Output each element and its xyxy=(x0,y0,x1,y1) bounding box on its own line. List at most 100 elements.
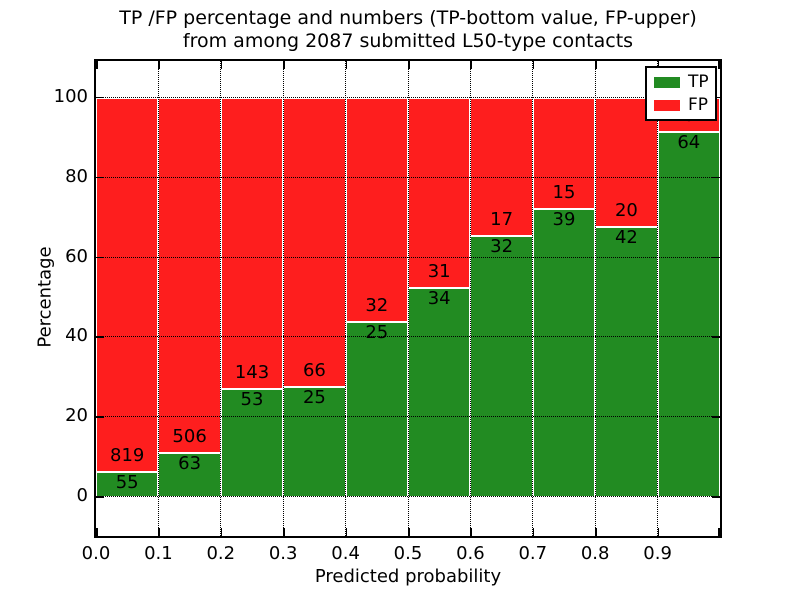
gridline-x-0.2 xyxy=(220,61,222,536)
y-tick-left-80 xyxy=(96,176,104,179)
y-tick-right-40 xyxy=(712,336,720,338)
gridline-x-0.5 xyxy=(407,61,409,536)
gridline-y-100 xyxy=(96,96,720,98)
x-tick-label-0.6: 0.6 xyxy=(456,543,485,564)
fp-count-label-3: 66 xyxy=(302,360,326,382)
x-tick-top-6 xyxy=(470,61,472,69)
gridline-y-60 xyxy=(96,256,720,258)
bar-segment-fp-2 xyxy=(221,96,283,389)
legend-label-fp: FP xyxy=(688,95,709,115)
y-tick-label-20: 20 xyxy=(65,405,88,427)
x-tick-label-0.1: 0.1 xyxy=(144,543,173,564)
bar-segment-fp-5 xyxy=(409,96,470,288)
tp-count-label-8: 42 xyxy=(614,226,638,248)
x-tick-top-9 xyxy=(657,61,660,69)
legend-entry-tp: TP xyxy=(654,72,709,92)
gridline-x-0.6 xyxy=(469,61,471,536)
fp-count-label-2: 143 xyxy=(234,362,270,384)
bar-segment-fp-3 xyxy=(284,96,345,387)
bar-segment-fp-6 xyxy=(471,96,532,236)
tp-count-label-2: 53 xyxy=(240,389,264,411)
x-tick-label-0.2: 0.2 xyxy=(206,543,236,564)
x-tick-bottom-7 xyxy=(532,528,535,536)
bar-segment-tp-9 xyxy=(658,131,719,497)
chart-title-line2: from among 2087 submitted L50-type conta… xyxy=(182,30,634,52)
x-tick-label-0.4: 0.4 xyxy=(331,543,360,564)
fp-count-label-1: 506 xyxy=(172,425,207,447)
bar-segment-fp-0 xyxy=(97,96,158,471)
fp-count-label-6: 17 xyxy=(490,209,514,231)
x-axis-label: Predicted probability xyxy=(314,566,502,587)
x-tick-bottom-0 xyxy=(96,528,98,536)
bar-segment-fp-4 xyxy=(346,96,407,321)
tp-count-label-1: 63 xyxy=(178,452,202,474)
fp-count-label-4: 32 xyxy=(365,295,389,316)
y-tick-right-20 xyxy=(712,416,720,418)
x-tick-top-10 xyxy=(718,61,720,69)
fp-count-label-5: 31 xyxy=(427,261,451,283)
x-tick-top-5 xyxy=(408,61,410,69)
legend: TP FP xyxy=(645,66,717,121)
fp-count-label-8: 20 xyxy=(614,199,638,221)
legend-label-tp: TP xyxy=(688,72,709,92)
x-tick-top-1 xyxy=(158,61,160,69)
gridline-y-80 xyxy=(96,176,720,178)
gridline-x-0.3 xyxy=(282,61,284,536)
x-tick-top-4 xyxy=(345,61,348,69)
bar-segment-tp-8 xyxy=(596,225,657,497)
x-tick-label-0.7: 0.7 xyxy=(518,543,548,564)
x-tick-label-0.9: 0.9 xyxy=(643,543,672,564)
plot-area: 819 55 506 63 143 53 66 25 32 25 31 34 17 32 15 39 20 42 6… xyxy=(94,59,722,538)
bar-segment-fp-1 xyxy=(159,96,220,452)
x-tick-label-0.8: 0.8 xyxy=(580,543,610,564)
x-tick-bottom-8 xyxy=(595,528,597,536)
x-tick-top-7 xyxy=(532,61,535,69)
gridline-x-0.8 xyxy=(594,61,596,536)
bar-segment-tp-5 xyxy=(409,287,470,497)
bar-segment-tp-2 xyxy=(221,388,283,497)
x-tick-bottom-5 xyxy=(408,528,410,536)
y-tick-label-80: 80 xyxy=(65,165,88,187)
bar-segment-tp-7 xyxy=(533,207,595,497)
gridline-y-0 xyxy=(96,496,720,498)
x-tick-top-0 xyxy=(96,61,98,69)
tp-count-label-5: 34 xyxy=(427,288,451,310)
gridline-x-0.1 xyxy=(157,61,159,536)
gridline-y-20 xyxy=(96,416,720,418)
fp-color-swatch xyxy=(654,99,680,111)
x-tick-label-0.0: 0.0 xyxy=(81,543,111,564)
x-tick-bottom-4 xyxy=(345,528,348,536)
x-tick-bottom-1 xyxy=(158,528,160,536)
y-tick-left-20 xyxy=(96,416,104,418)
x-tick-bottom-6 xyxy=(470,528,472,536)
x-tick-label-0.5: 0.5 xyxy=(393,543,423,564)
tp-color-swatch xyxy=(654,76,680,88)
bar-segment-fp-7 xyxy=(533,96,595,208)
bar-segment-tp-1 xyxy=(159,451,220,497)
legend-entry-fp: FP xyxy=(654,96,708,114)
bar-segment-tp-6 xyxy=(471,235,532,497)
y-axis-label: Percentage xyxy=(34,246,56,348)
y-tick-left-100 xyxy=(96,96,104,99)
bar-segment-tp-0 xyxy=(97,470,158,497)
x-tick-label-0.3: 0.3 xyxy=(268,543,298,564)
chart-title: TP /FP percentage and numbers (TP-bottom… xyxy=(96,7,720,53)
x-tick-bottom-3 xyxy=(283,528,285,536)
gridline-x-0.9 xyxy=(657,61,659,536)
y-tick-right-80 xyxy=(712,176,720,179)
gridline-x-0.7 xyxy=(532,61,534,536)
bar-segment-tp-3 xyxy=(284,386,345,497)
tp-count-label-0: 55 xyxy=(115,471,139,493)
chart-title-line1: TP /FP percentage and numbers (TP-bottom… xyxy=(119,7,697,29)
y-tick-left-40 xyxy=(96,336,104,338)
x-tick-bottom-10 xyxy=(718,528,720,536)
x-tick-bottom-2 xyxy=(220,528,223,536)
bar-segment-tp-4 xyxy=(346,321,407,497)
y-tick-label-100: 100 xyxy=(53,85,88,107)
y-tick-label-40: 40 xyxy=(65,325,88,347)
fp-count-label-7: 15 xyxy=(552,181,576,203)
tp-count-label-4: 25 xyxy=(365,322,389,343)
x-tick-bottom-9 xyxy=(657,528,660,536)
x-tick-top-8 xyxy=(595,61,597,69)
y-tick-right-0 xyxy=(712,496,720,498)
